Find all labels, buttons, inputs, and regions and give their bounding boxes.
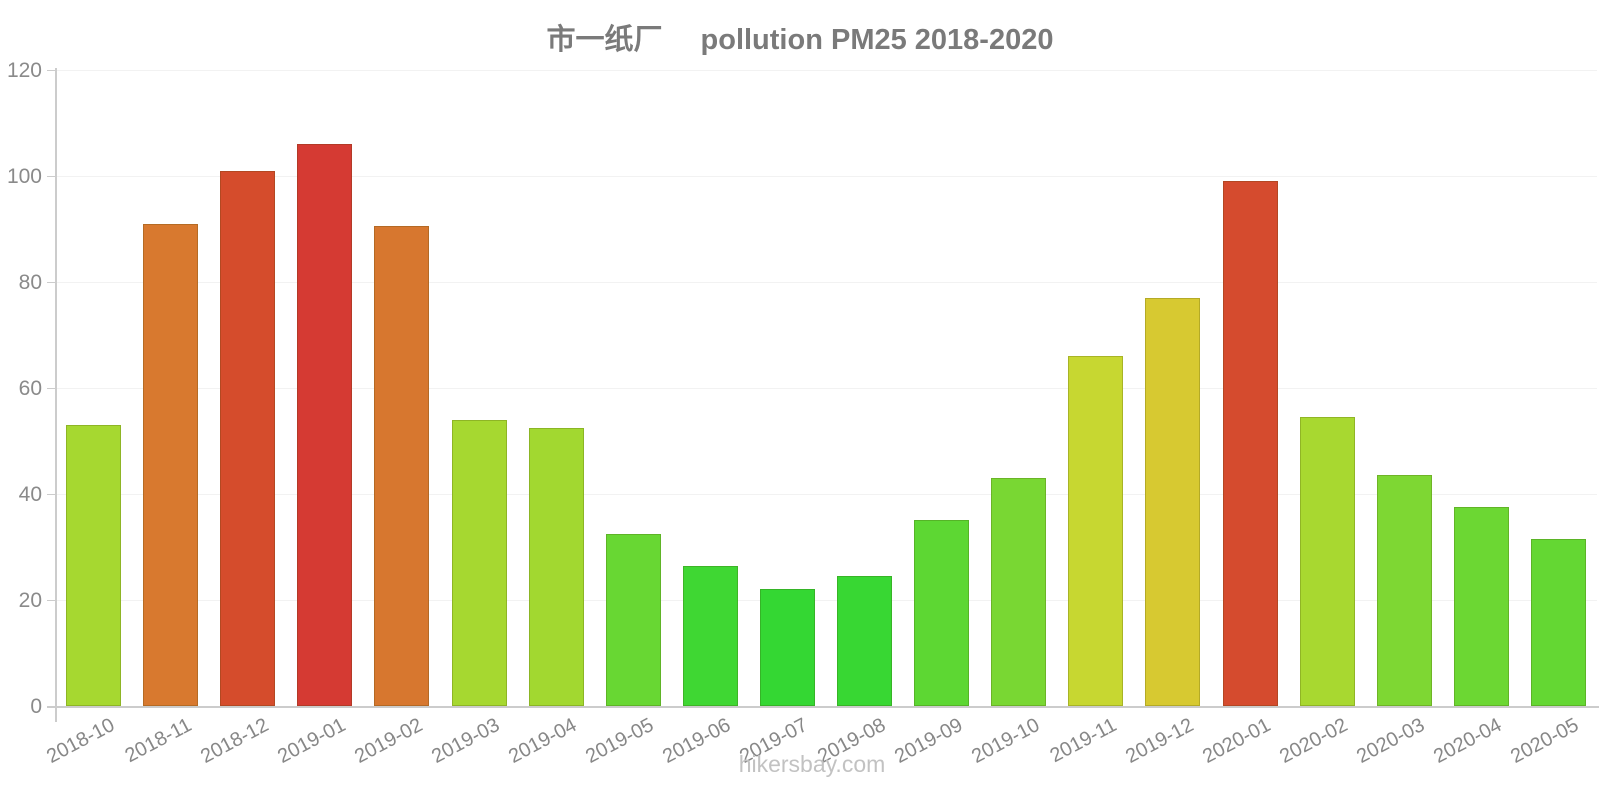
y-axis-tick-80 [47, 282, 55, 283]
gridline-y-60 [55, 388, 1597, 389]
chart-title-factory: 市一纸厂 [546, 24, 663, 56]
bar-2019-02[interactable] [374, 226, 429, 706]
y-axis-label-60: 60 [18, 377, 42, 400]
gridline-y-120 [55, 70, 1597, 71]
bar-2020-04[interactable] [1454, 507, 1509, 706]
y-axis-label-40: 40 [18, 483, 42, 506]
bar-2019-11[interactable] [1068, 356, 1123, 706]
bar-2019-10[interactable] [991, 478, 1046, 706]
gridline-y-40 [55, 494, 1597, 495]
bar-2020-05[interactable] [1531, 539, 1586, 706]
bar-2019-07[interactable] [760, 589, 815, 706]
y-axis-tick-20 [47, 600, 55, 601]
gridline-y-100 [55, 176, 1597, 177]
bar-2019-08[interactable] [837, 576, 892, 706]
gridline-y-80 [55, 282, 1597, 283]
y-axis-tick-120 [47, 70, 55, 71]
bar-2018-11[interactable] [143, 224, 198, 706]
y-axis-tick-40 [47, 494, 55, 495]
bar-2019-09[interactable] [914, 520, 969, 706]
y-axis-label-120: 120 [6, 59, 42, 82]
x-axis-line [47, 706, 1599, 708]
y-axis-tick-100 [47, 176, 55, 177]
bar-2020-01[interactable] [1223, 181, 1278, 706]
gridline-y-20 [55, 600, 1597, 601]
bar-2019-05[interactable] [606, 534, 661, 706]
bar-2018-12[interactable] [220, 171, 275, 706]
y-axis-label-80: 80 [18, 271, 42, 294]
y-axis-label-20: 20 [18, 589, 42, 612]
y-axis-tick-60 [47, 388, 55, 389]
y-axis-label-100: 100 [6, 165, 42, 188]
bar-2018-10[interactable] [66, 425, 121, 706]
chart-title: 市一纸厂 pollution PM25 2018-2020 [0, 16, 1600, 58]
bar-2019-04[interactable] [529, 428, 584, 706]
bar-2019-12[interactable] [1145, 298, 1200, 706]
bar-2020-03[interactable] [1377, 475, 1432, 706]
y-axis-label-0: 0 [30, 695, 42, 718]
chart-title-text: pollution PM25 2018-2020 [700, 24, 1054, 56]
bar-2019-03[interactable] [452, 420, 507, 706]
y-axis-line [55, 68, 57, 722]
bar-2019-06[interactable] [683, 566, 738, 706]
bar-2019-01[interactable] [297, 144, 352, 706]
footer-watermark: hikersbay.com [738, 751, 886, 777]
bar-2020-02[interactable] [1300, 417, 1355, 706]
